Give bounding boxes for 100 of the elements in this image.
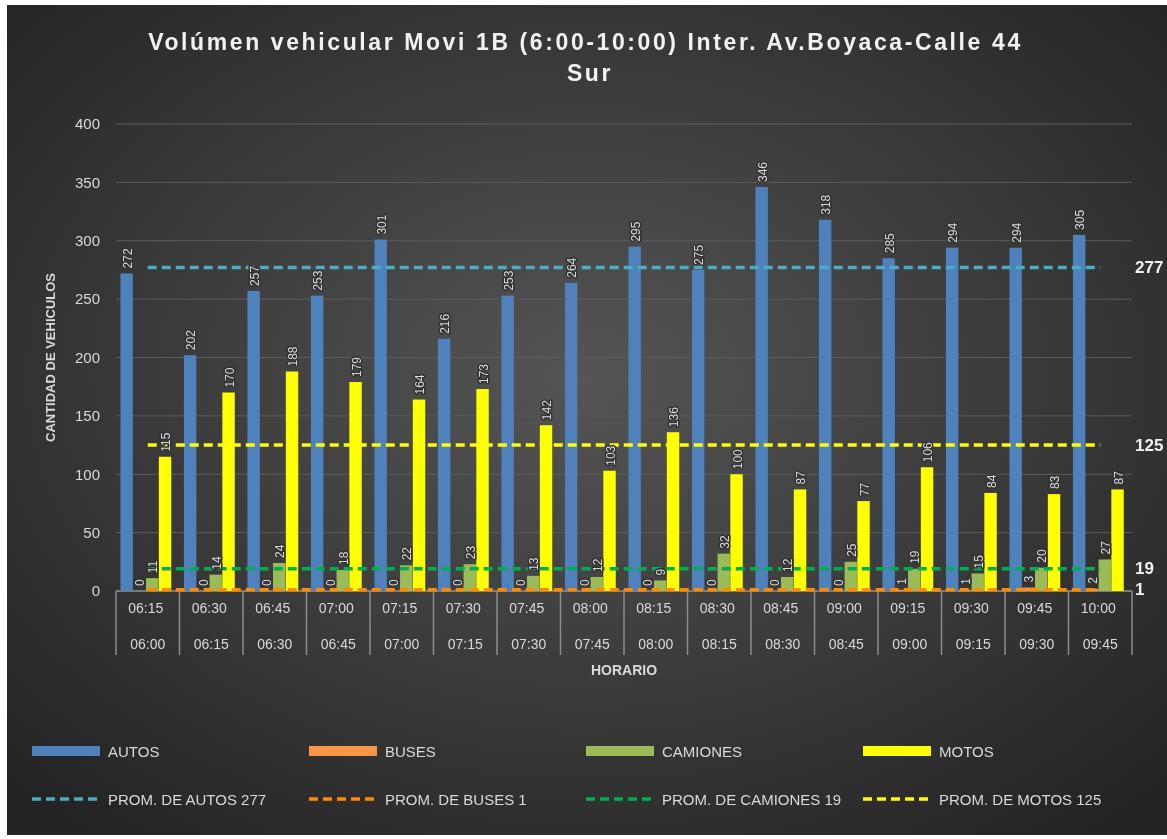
data-label: 87 — [1111, 470, 1126, 485]
data-label: 0 — [641, 579, 656, 586]
category-label: 06:30 06:15 — [191, 600, 229, 652]
annotation: 19 — [1135, 559, 1154, 579]
category-label: 08:00 07:45 — [572, 600, 610, 652]
data-label: 19 — [908, 550, 923, 564]
data-label: 202 — [184, 329, 199, 351]
data-label: 318 — [819, 194, 834, 215]
data-label: 84 — [984, 474, 999, 488]
data-label: 0 — [831, 579, 846, 586]
data-label: 0 — [133, 579, 148, 586]
data-label: 0 — [514, 579, 529, 586]
category-label: 08:30 08:15 — [699, 600, 737, 652]
data-label: 18 — [336, 551, 351, 565]
category-label: 06:45 06:30 — [255, 600, 293, 652]
y-tick-label: 350 — [74, 173, 100, 191]
data-label: 87 — [794, 470, 809, 485]
data-label: 164 — [413, 374, 428, 395]
data-label: 0 — [196, 579, 211, 586]
data-label: 142 — [540, 399, 555, 421]
annotation: 1 — [1135, 580, 1145, 600]
data-label: 27 — [1098, 540, 1113, 555]
data-label: 25 — [844, 543, 859, 557]
legend-label: BUSES — [385, 742, 436, 760]
data-label: 9 — [654, 568, 669, 576]
category-label: 09:15 09:00 — [890, 600, 928, 652]
data-label: 0 — [577, 579, 592, 586]
data-label: 188 — [286, 346, 301, 367]
y-tick-label: 100 — [74, 465, 100, 483]
data-label: 3 — [1022, 575, 1037, 583]
data-label: 136 — [667, 406, 682, 428]
data-label: 13 — [527, 557, 542, 571]
y-tick-label: 150 — [74, 407, 100, 425]
data-label: 305 — [1073, 209, 1088, 230]
category-label: 07:15 07:00 — [382, 600, 420, 652]
y-tick-label: 400 — [74, 115, 100, 133]
legend-label: PROM. DE MOTOS 125 — [939, 790, 1102, 808]
category-label: 07:00 06:45 — [318, 600, 356, 652]
category-label: 10:00 09:45 — [1080, 600, 1118, 652]
data-label: 275 — [692, 244, 707, 265]
data-label: 1 — [895, 577, 910, 585]
y-axis-title: CANTIDAD DE VEHICULOS — [43, 272, 58, 443]
data-label: 0 — [450, 579, 465, 586]
data-label: 77 — [857, 482, 872, 497]
data-label: 0 — [768, 579, 783, 586]
data-label: 272 — [120, 248, 135, 269]
y-tick-label: 0 — [91, 582, 100, 600]
y-tick-label: 250 — [74, 290, 100, 308]
data-label: 253 — [501, 270, 516, 291]
legend-label: CAMIONES — [662, 742, 743, 760]
data-label: 295 — [628, 221, 643, 242]
annotation: 125 — [1135, 435, 1164, 455]
category-label: 07:30 07:15 — [445, 600, 483, 652]
data-label: 285 — [882, 232, 897, 254]
legend-label: PROM. DE CAMIONES 19 — [662, 790, 842, 808]
annotation: 277 — [1135, 258, 1164, 278]
legend-label: PROM. DE BUSES 1 — [385, 790, 527, 808]
legend-label: PROM. DE AUTOS 277 — [108, 790, 267, 808]
data-label: 12 — [590, 558, 605, 572]
data-label: 294 — [946, 222, 961, 243]
data-label: 257 — [247, 265, 262, 286]
data-label: 23 — [463, 545, 478, 560]
data-label: 115 — [159, 432, 174, 452]
data-label: 0 — [387, 579, 402, 586]
x-axis-title: HORARIO — [590, 662, 658, 678]
data-label: 83 — [1048, 475, 1063, 490]
data-label: 12 — [781, 558, 796, 572]
category-label: 09:30 09:15 — [953, 600, 991, 652]
data-label: 20 — [1035, 548, 1050, 563]
data-label: 264 — [565, 257, 580, 278]
legend-label: MOTOS — [939, 742, 994, 760]
data-label: 216 — [438, 313, 453, 334]
data-label: 103 — [603, 445, 618, 466]
data-label: 170 — [222, 367, 237, 388]
category-label: 08:45 08:30 — [763, 600, 801, 652]
data-label: 11 — [146, 560, 161, 574]
data-label: 1 — [958, 577, 973, 585]
legend-label: AUTOS — [108, 742, 160, 760]
data-label: 0 — [323, 579, 338, 586]
data-label: 14 — [209, 555, 224, 570]
data-label: 294 — [1009, 222, 1024, 243]
data-label: 15 — [971, 554, 986, 569]
category-label: 09:00 08:45 — [826, 600, 864, 652]
category-label: 07:45 07:30 — [509, 600, 547, 652]
data-label: 24 — [273, 544, 288, 558]
data-label: 2 — [1085, 576, 1100, 584]
category-label: 08:15 08:00 — [636, 600, 674, 652]
data-label: 173 — [476, 363, 491, 385]
data-label: 100 — [730, 448, 745, 470]
y-tick-label: 300 — [74, 232, 100, 250]
category-label: 06:15 06:00 — [128, 600, 166, 652]
data-label: 0 — [260, 579, 275, 586]
data-label: 346 — [755, 161, 770, 183]
data-label: 253 — [311, 270, 326, 291]
y-tick-label: 50 — [83, 523, 100, 541]
data-label: 0 — [704, 579, 719, 586]
data-label: 301 — [374, 214, 389, 235]
data-label: 32 — [717, 534, 732, 549]
category-label: 09:45 09:30 — [1017, 600, 1055, 652]
y-tick-label: 200 — [74, 348, 100, 366]
